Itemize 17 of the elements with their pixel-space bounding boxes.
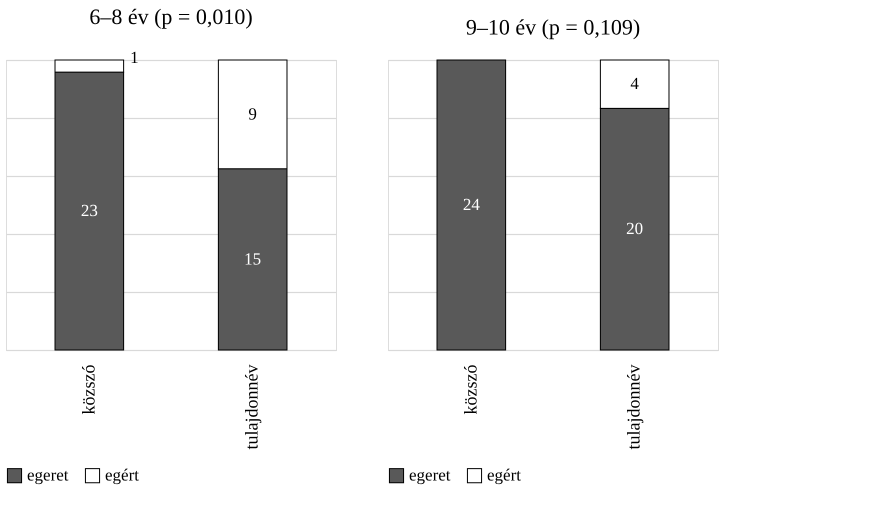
data-label: 1 [130,48,139,67]
data-label: 15 [244,249,262,268]
data-label: 23 [80,201,98,220]
data-label: 24 [462,195,480,214]
data-label: 20 [626,219,644,238]
legend-label: egért [105,466,140,485]
x-tick-label: tulajdonnév [624,364,644,450]
data-label: 4 [630,74,640,94]
x-tick-label: közszó [460,364,480,414]
legend-label: egeret [27,466,69,485]
data-label: 9 [248,104,257,124]
chart-title: 6–8 év (p = 0,010) [89,4,253,29]
x-tick-label: közszó [78,364,98,414]
chart-title: 9–10 év (p = 0,109) [466,14,640,40]
legend-label: egeret [409,466,451,485]
legend-label: egért [487,466,522,485]
x-tick-label: tulajdonnév [242,364,262,450]
